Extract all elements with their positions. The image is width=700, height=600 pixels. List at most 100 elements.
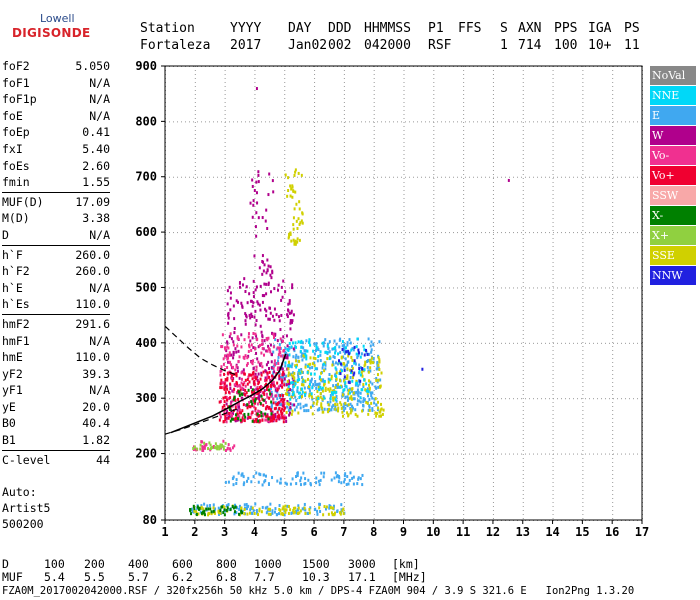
grid-dot — [537, 121, 538, 123]
grid-dot — [582, 382, 584, 383]
grid-dot — [557, 121, 558, 123]
grid-dot — [633, 453, 634, 455]
grid-dot — [254, 298, 256, 299]
echo-point-w — [264, 376, 267, 380]
grid-dot — [469, 453, 470, 455]
grid-dot — [463, 362, 465, 363]
echo-point-w — [229, 308, 232, 312]
echo-point-vo — [224, 378, 227, 382]
echo-point-w — [236, 369, 239, 373]
echo-point-w — [277, 283, 280, 287]
header-label-11: PS — [624, 21, 640, 36]
echo-point-e — [293, 349, 296, 353]
echo-point-vo — [277, 346, 280, 350]
grid-dot — [403, 94, 405, 95]
echo-point-w — [258, 266, 261, 270]
echo-point-e — [295, 399, 298, 403]
y-tick-label: 900 — [135, 59, 157, 73]
grid-dot — [637, 121, 638, 123]
grid-dot — [209, 453, 210, 455]
grid-dot — [463, 190, 465, 191]
echo-point-w — [232, 340, 235, 344]
grid-dot — [365, 232, 366, 234]
grid-dot — [284, 226, 286, 227]
grid-dot — [314, 302, 316, 303]
grid-dot — [413, 176, 414, 178]
grid-dot — [463, 478, 465, 479]
grid-dot — [492, 502, 494, 503]
grid-dot — [522, 346, 524, 347]
echo-point-e — [311, 397, 314, 401]
grid-dot — [469, 342, 470, 344]
echo-point-sse — [286, 401, 289, 405]
grid-dot — [552, 354, 554, 355]
grid-dot — [403, 370, 405, 371]
grid-dot — [343, 342, 345, 343]
echo-point-vo — [263, 378, 266, 382]
grid-dot — [552, 266, 554, 267]
echo-point-e — [328, 350, 331, 354]
echo-point-w — [269, 306, 272, 310]
x-tick-label: 15 — [575, 525, 589, 539]
grid-dot — [314, 322, 316, 323]
grid-dot — [492, 406, 494, 407]
grid-dot — [465, 342, 466, 344]
grid-dot — [552, 154, 554, 155]
grid-dot — [417, 287, 418, 289]
grid-dot — [522, 458, 524, 459]
echo-point-vo — [226, 353, 229, 357]
grid-dot — [403, 234, 405, 235]
grid-dot — [224, 502, 226, 503]
grid-dot — [305, 232, 306, 234]
echo-point-w — [254, 323, 257, 327]
echo-point-vo — [257, 382, 260, 386]
grid-dot — [224, 210, 226, 211]
grid-dot — [437, 176, 438, 178]
echo-point-vo — [262, 414, 265, 418]
grid-dot — [552, 206, 554, 207]
echo-point-vo — [218, 400, 221, 404]
grid-dot — [425, 232, 426, 234]
grid-dot — [194, 374, 196, 375]
echo-point-sse — [368, 408, 371, 412]
grid-dot — [612, 370, 614, 371]
grid-dot — [254, 134, 256, 135]
grid-dot — [469, 232, 470, 234]
echo-point-sse — [287, 236, 290, 240]
grid-dot — [463, 110, 465, 111]
grid-dot — [612, 382, 614, 383]
grid-dot — [449, 232, 450, 234]
grid-dot — [245, 342, 246, 344]
grid-dot — [284, 298, 286, 299]
grid-dot — [194, 370, 196, 371]
grid-dot — [194, 266, 196, 267]
grid-dot — [463, 454, 465, 455]
grid-dot — [377, 453, 378, 455]
echo-point-sse — [326, 357, 329, 361]
echo-point-nnw — [348, 381, 351, 385]
echo-point-vo — [272, 401, 275, 405]
grid-dot — [522, 518, 524, 519]
grid-dot — [522, 442, 524, 443]
echo-point-nne — [323, 396, 326, 400]
echo-point-w — [227, 311, 230, 315]
grid-dot — [321, 232, 322, 234]
grid-dot — [582, 414, 584, 415]
grid-dot — [403, 270, 405, 271]
grid-dot — [403, 74, 405, 75]
echo-point-vo — [266, 384, 269, 388]
echo-point-vo — [258, 343, 261, 347]
grid-dot — [433, 306, 435, 307]
grid-dot — [297, 287, 298, 289]
echo-point-nne — [304, 352, 307, 356]
grid-dot — [269, 287, 270, 289]
grid-dot — [582, 462, 584, 463]
grid-dot — [492, 466, 494, 467]
grid-dot — [433, 176, 434, 178]
grid-dot — [373, 234, 375, 235]
echo-point-sse — [324, 388, 327, 392]
echo-point-sse — [327, 410, 330, 414]
grid-dot — [361, 453, 362, 455]
echo-point-w — [265, 271, 268, 275]
echo-point-e — [319, 478, 322, 482]
